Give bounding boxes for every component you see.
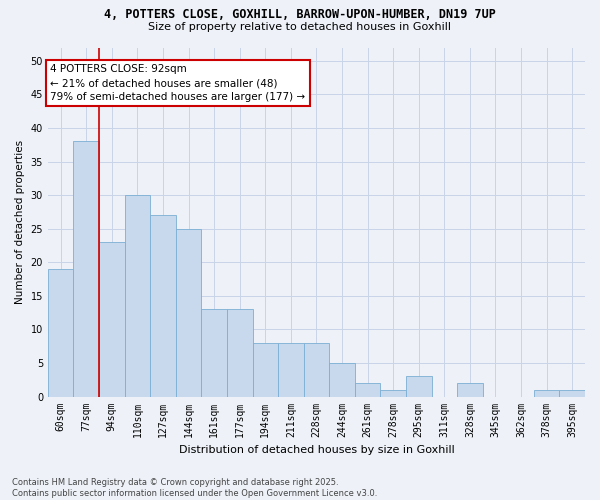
Bar [329,363,355,396]
Text: 4 POTTERS CLOSE: 92sqm
← 21% of detached houses are smaller (48)
79% of semi-det: 4 POTTERS CLOSE: 92sqm ← 21% of detached… [50,64,305,102]
Bar [380,390,406,396]
Bar [150,216,176,396]
X-axis label: Distribution of detached houses by size in Goxhill: Distribution of detached houses by size … [179,445,454,455]
Bar [176,228,202,396]
Bar [227,310,253,396]
Bar [355,383,380,396]
Bar [73,142,99,396]
Bar [99,242,125,396]
Bar [406,376,431,396]
Text: Contains HM Land Registry data © Crown copyright and database right 2025.
Contai: Contains HM Land Registry data © Crown c… [12,478,377,498]
Bar [125,195,150,396]
Bar [304,343,329,396]
Bar [559,390,585,396]
Bar [534,390,559,396]
Bar [48,269,73,396]
Bar [253,343,278,396]
Text: Size of property relative to detached houses in Goxhill: Size of property relative to detached ho… [149,22,452,32]
Bar [457,383,482,396]
Bar [202,310,227,396]
Y-axis label: Number of detached properties: Number of detached properties [15,140,25,304]
Text: 4, POTTERS CLOSE, GOXHILL, BARROW-UPON-HUMBER, DN19 7UP: 4, POTTERS CLOSE, GOXHILL, BARROW-UPON-H… [104,8,496,20]
Bar [278,343,304,396]
